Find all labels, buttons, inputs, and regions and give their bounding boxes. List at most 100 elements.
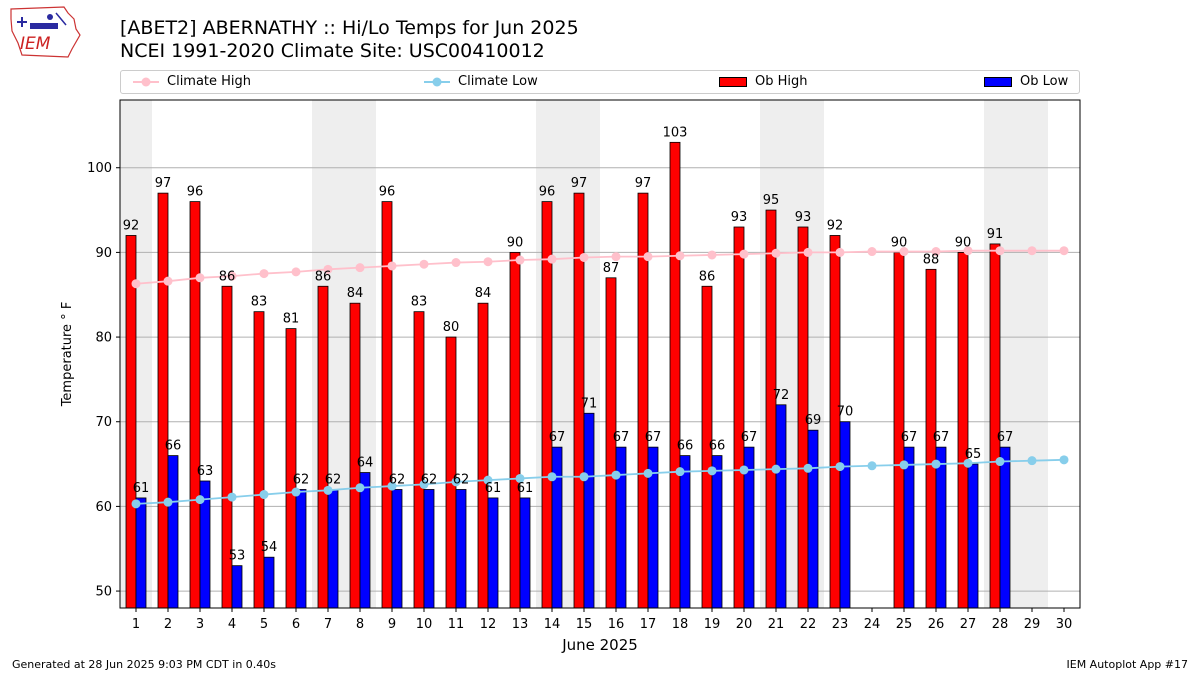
x-tick-label: 10: [416, 617, 433, 632]
climate-low-point: [131, 499, 141, 509]
climate-low-point: [675, 467, 685, 477]
ob-low-label: 61: [485, 481, 502, 496]
ob-low-label: 54: [261, 540, 278, 555]
climate-high-point: [643, 252, 653, 262]
y-tick-label: 100: [87, 161, 112, 176]
climate-low-point: [835, 462, 845, 472]
climate-high-point: [803, 247, 813, 257]
x-tick-label: 21: [768, 617, 785, 632]
ob-high-bar: [989, 243, 1001, 609]
x-tick-label: 2: [164, 617, 172, 632]
x-tick-label: 28: [992, 617, 1009, 632]
x-tick-label: 12: [480, 617, 497, 632]
x-tick-label: 6: [292, 617, 300, 632]
climate-low-point: [1059, 455, 1069, 465]
ob-low-bar: [999, 446, 1011, 609]
climate-low-point: [643, 468, 653, 478]
ob-low-bar: [711, 455, 723, 609]
ob-high-bar: [157, 192, 169, 609]
ob-low-bar: [391, 489, 403, 609]
climate-high-point: [515, 255, 525, 265]
ob-low-label: 70: [837, 405, 854, 420]
ob-high-bar: [317, 285, 329, 609]
x-tick-label: 26: [928, 617, 945, 632]
ob-high-bar: [413, 311, 425, 609]
climate-high-point: [547, 254, 557, 264]
ob-high-label: 92: [123, 218, 140, 233]
climate-high-point: [899, 247, 909, 257]
ob-low-bar: [583, 412, 595, 609]
ob-low-bar: [231, 565, 243, 609]
y-tick-label: 90: [95, 246, 112, 261]
ob-low-bar: [263, 556, 275, 609]
x-tick-label: 16: [608, 617, 625, 632]
ob-low-label: 67: [645, 430, 662, 445]
x-tick-label: 1: [132, 617, 140, 632]
climate-high-point: [835, 247, 845, 257]
climate-low-line: [135, 458, 1065, 505]
x-axis-label: June 2025: [561, 636, 638, 654]
climate-low-point: [483, 475, 493, 485]
x-tick-label: 3: [196, 617, 204, 632]
ob-low-bar: [807, 429, 819, 609]
y-tick-label: 60: [95, 500, 112, 515]
ob-low-label: 66: [165, 439, 182, 454]
ob-high-label: 91: [987, 227, 1004, 242]
legend-climate-low: Climate Low: [424, 74, 538, 89]
climate-low-point: [323, 485, 333, 495]
ob-low-bar: [839, 421, 851, 609]
ob-low-bar: [775, 404, 787, 609]
x-tick-label: 5: [260, 617, 268, 632]
x-tick-label: 13: [512, 617, 529, 632]
climate-high-point: [963, 246, 973, 256]
climate-low-point: [355, 483, 365, 493]
ob-low-label: 53: [229, 549, 246, 564]
climate-high-point: [995, 246, 1005, 256]
ob-low-label: 62: [293, 472, 310, 487]
ob-high-bar: [477, 302, 489, 609]
y-tick-label: 80: [95, 331, 112, 346]
x-tick-label: 4: [228, 617, 236, 632]
ob-high-label: 93: [795, 210, 812, 225]
ob-high-label: 84: [475, 286, 492, 301]
climate-high-point: [611, 252, 621, 262]
ob-low-label: 66: [709, 439, 726, 454]
ob-high-label: 86: [315, 269, 332, 284]
plot-frame: [119, 99, 1081, 609]
climate-high-point: [419, 259, 429, 269]
y-tick-label: 50: [95, 585, 112, 600]
climate-high-point: [1027, 246, 1037, 256]
climate-low-point: [899, 460, 909, 470]
climate-high-point: [739, 249, 749, 259]
ob-low-label: 67: [613, 430, 630, 445]
climate-low-point: [195, 495, 205, 505]
ob-low-label: 65: [965, 447, 982, 462]
climate-low-point: [771, 464, 781, 474]
climate-high-point: [451, 258, 461, 268]
ob-high-label: 96: [539, 185, 556, 200]
climate-low-point: [451, 477, 461, 487]
ob-low-label: 67: [933, 430, 950, 445]
ob-high-bar: [829, 235, 841, 609]
climate-low-point: [291, 487, 301, 497]
ob-low-bar: [679, 455, 691, 609]
x-tick-label: 27: [960, 617, 977, 632]
climate-low-point: [931, 459, 941, 469]
x-tick-label: 24: [864, 617, 881, 632]
climate-high-point: [195, 273, 205, 283]
ob-high-bar: [957, 251, 969, 609]
ob-low-label: 67: [741, 430, 758, 445]
climate-low-point: [579, 472, 589, 482]
ob-low-bar: [519, 497, 531, 609]
ob-high-label: 97: [635, 176, 652, 191]
weekend-shade: [1016, 100, 1048, 608]
x-tick-label: 18: [672, 617, 689, 632]
climate-high-point: [707, 250, 717, 260]
x-tick-label: 25: [896, 617, 913, 632]
x-tick-label: 14: [544, 617, 561, 632]
ob-high-label: 93: [731, 210, 748, 225]
climate-low-point: [707, 466, 717, 476]
climate-high-point: [387, 261, 397, 271]
climate-low-point: [1027, 456, 1037, 466]
ob-high-bar: [669, 141, 681, 609]
